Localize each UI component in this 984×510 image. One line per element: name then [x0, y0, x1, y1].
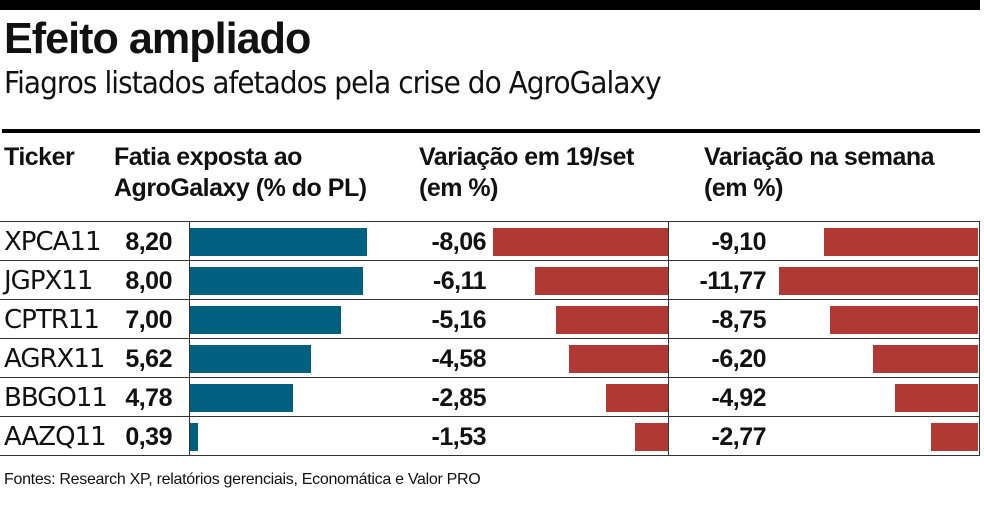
varsem-bar [824, 228, 978, 256]
ticker-label: BBGO11 [4, 383, 108, 413]
var19-value: -5,16 [431, 306, 487, 334]
ticker-label: AGRX11 [4, 344, 105, 374]
row-divider [0, 299, 980, 300]
var19-value: -2,85 [431, 384, 487, 412]
fatia-bar [190, 423, 199, 451]
ticker-label: AAZQ11 [4, 422, 107, 452]
fatia-value: 0,39 [125, 423, 172, 451]
column-header-varsem-line2: (em %) [704, 174, 783, 202]
var19-bar [606, 384, 668, 412]
column-divider [979, 221, 980, 456]
table-row: XPCA11 8,20 -8,06 -9,10 [0, 222, 980, 261]
var19-value: -1,53 [431, 423, 487, 451]
fatia-value: 4,78 [125, 384, 172, 412]
fatia-value: 8,20 [125, 228, 172, 256]
header-rule [2, 129, 980, 133]
var19-value: -4,58 [431, 345, 487, 373]
row-divider [0, 260, 980, 261]
fatia-value: 7,00 [125, 306, 172, 334]
data-table: XPCA11 8,20 -8,06 -9,10 JGPX11 8,00 -6,11 -11,7… [0, 221, 980, 456]
varsem-bar [779, 267, 978, 295]
row-divider [0, 455, 980, 456]
varsem-value: -6,20 [711, 345, 767, 373]
varsem-value: -9,10 [711, 228, 767, 256]
fatia-bar [190, 228, 368, 256]
column-header-var19: Variação em 19/set (em %) [419, 142, 634, 204]
table-row: CPTR11 7,00 -5,16 -8,75 [0, 300, 980, 339]
fatia-bar [190, 384, 294, 412]
fatia-bar [190, 345, 312, 373]
column-header-var19-line1: Variação em 19/set [419, 143, 634, 171]
column-divider [189, 221, 190, 456]
column-header-fatia-line1: Fatia exposta ao [114, 143, 302, 171]
var19-bar [556, 306, 668, 334]
varsem-bar [873, 345, 978, 373]
column-header-var19-line2: (em %) [419, 174, 498, 202]
ticker-label: CPTR11 [4, 305, 100, 335]
var19-value: -8,06 [431, 228, 487, 256]
column-header-ticker-label: Ticker [4, 143, 75, 171]
var19-bar [634, 423, 668, 451]
ticker-label: JGPX11 [4, 266, 93, 296]
fatia-value: 8,00 [125, 267, 172, 295]
varsem-value: -11,77 [699, 267, 766, 295]
varsem-value: -4,92 [711, 384, 767, 412]
column-header-fatia: Fatia exposta ao AgroGalaxy (% do PL) [114, 142, 367, 204]
fatia-value: 5,62 [125, 345, 172, 373]
chart-title: Efeito ampliado [4, 14, 311, 63]
column-divider [668, 221, 669, 456]
varsem-value: -2,77 [711, 423, 767, 451]
row-divider [0, 221, 980, 222]
top-rule [0, 0, 980, 10]
column-header-fatia-line2: AgroGalaxy (% do PL) [114, 174, 367, 202]
chart-subtitle: Fiagros listados afetados pela crise do … [4, 66, 662, 101]
table-row: JGPX11 8,00 -6,11 -11,77 [0, 261, 980, 300]
column-header-varsem-line1: Variação na semana [704, 143, 935, 171]
varsem-value: -8,75 [711, 306, 767, 334]
table-row: AAZQ11 0,39 -1,53 -2,77 [0, 417, 980, 456]
column-header-varsem: Variação na semana (em %) [704, 142, 935, 204]
table-row: AGRX11 5,62 -4,58 -6,20 [0, 339, 980, 378]
var19-value: -6,11 [432, 267, 487, 295]
varsem-bar [830, 306, 978, 334]
row-divider [0, 416, 980, 417]
row-divider [0, 377, 980, 378]
varsem-bar [894, 384, 978, 412]
var19-bar [568, 345, 668, 373]
table-row: BBGO11 4,78 -2,85 -4,92 [0, 378, 980, 417]
ticker-label: XPCA11 [4, 227, 102, 257]
row-divider [0, 338, 980, 339]
var19-bar [535, 267, 668, 295]
source-footer: Fontes: Research XP, relatórios gerencia… [4, 471, 481, 488]
var19-bar [493, 228, 668, 256]
fatia-bar [190, 306, 342, 334]
column-header-ticker: Ticker [4, 142, 75, 173]
fatia-bar [190, 267, 363, 295]
varsem-bar [931, 423, 978, 451]
